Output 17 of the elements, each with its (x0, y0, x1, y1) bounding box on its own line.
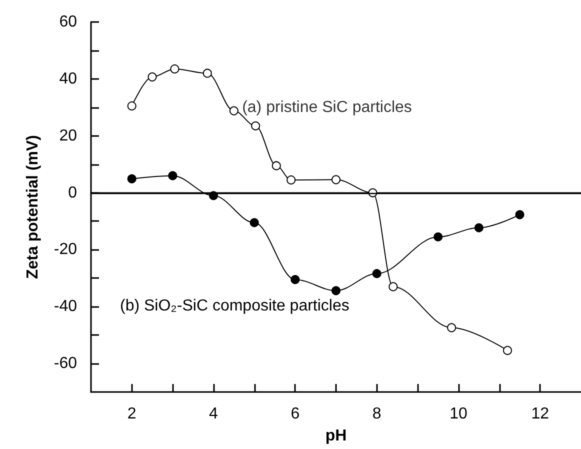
y-tick-label: -20 (54, 241, 78, 258)
x-tick-label: 2 (127, 406, 136, 422)
y-tick-label: 0 (68, 184, 78, 202)
x-tick-label: 4 (209, 406, 218, 422)
x-tick-label: 10 (450, 406, 468, 422)
x-tick-label: 6 (290, 406, 300, 422)
y-tick-label: -40 (54, 298, 78, 316)
y-tick-label: -60 (54, 355, 78, 372)
y-tick-label: 40 (59, 70, 78, 88)
x-tick-label: 8 (372, 406, 382, 422)
x-axis-title: pH (325, 428, 347, 444)
annotation: (a) pristine SiC particles (242, 98, 412, 116)
y-tick-label: 60 (59, 14, 78, 30)
y-tick-label: 20 (59, 127, 78, 144)
x-tick-label: 12 (531, 406, 550, 422)
y-axis-title: Zeta potential (mV) (24, 134, 42, 280)
annotation: (b) SiO₂-SiC composite particles (120, 298, 350, 314)
